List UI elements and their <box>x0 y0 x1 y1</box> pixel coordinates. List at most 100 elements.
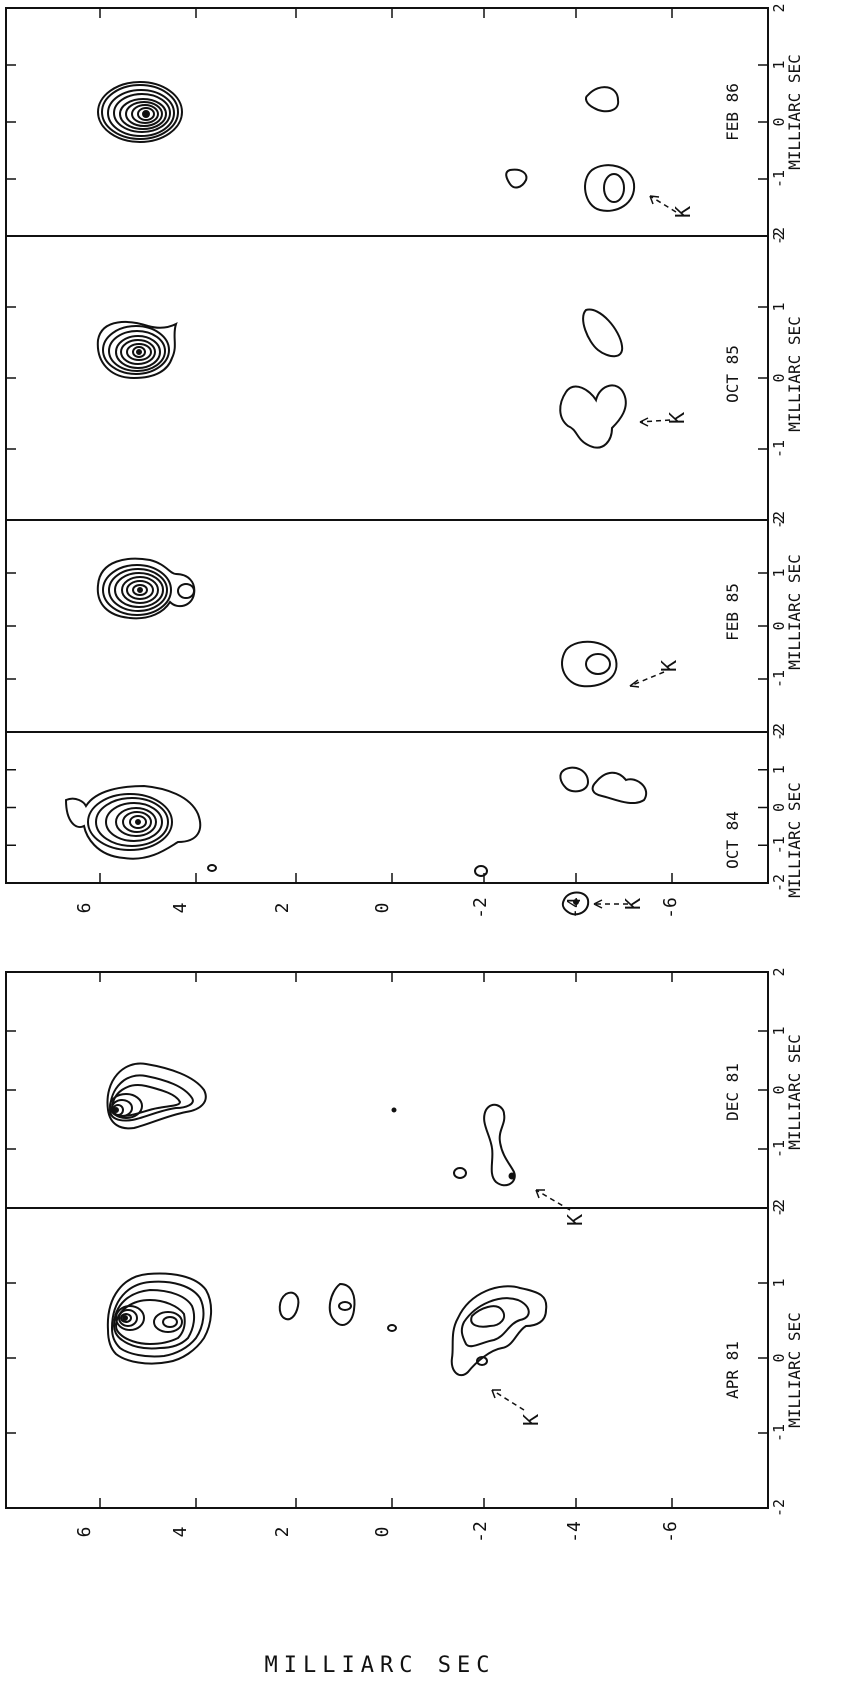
k-label-feb85: K <box>657 660 681 672</box>
x-tick-label: -2 <box>770 227 788 245</box>
x-axis-title-oct84: MILLIARC SEC <box>785 782 804 898</box>
contour-k-oct85 <box>559 384 627 449</box>
x-tick-label: 1 <box>770 1026 788 1035</box>
y-tick-0: 0 <box>372 1527 393 1538</box>
contour-k-apr81-mid <box>460 1297 530 1348</box>
epoch-label-feb85: FEB 85 <box>723 583 742 641</box>
k-label-apr81: K <box>519 1414 543 1426</box>
contour-k-dec81-dot <box>508 1172 516 1180</box>
k-label-oct84: K <box>621 898 645 910</box>
contour-maps <box>64 81 647 1377</box>
x-tick-label: -2 <box>770 1199 788 1217</box>
bottom-panel-group <box>5 971 769 1509</box>
contour-k-feb86-outer <box>584 164 636 212</box>
x-tick-label: 1 <box>770 568 788 577</box>
x-tick-label: 0 <box>770 1353 788 1362</box>
k-label-oct85: K <box>665 412 689 424</box>
epoch-label-feb86: FEB 86 <box>723 83 742 141</box>
x-tick-label: 1 <box>770 302 788 311</box>
x-axis-title-apr81: MILLIARC SEC <box>785 1312 804 1428</box>
x-tick-label: -1 <box>770 670 788 688</box>
contour-k-feb86-inner <box>603 173 625 203</box>
x-axis-title-oct85: MILLIARC SEC <box>785 316 804 432</box>
contour-core-feb86 <box>97 81 183 143</box>
x-tick-label: -1 <box>770 440 788 458</box>
contour-core-oct85 <box>96 321 178 380</box>
contour-dot-dec81-a <box>391 1107 397 1113</box>
contour-core-oct84 <box>64 784 202 860</box>
y-tick-m6: -6 <box>660 897 681 919</box>
x-axis-title-feb85: MILLIARC SEC <box>785 554 804 670</box>
epoch-label-apr81: APR 81 <box>723 1341 742 1399</box>
x-tick-label: 1 <box>770 60 788 69</box>
contour-blob-apr81-b-inner <box>338 1301 352 1311</box>
contour-blob-oct84-b <box>591 771 647 805</box>
contour-k-oct84-dot <box>573 899 579 905</box>
x-tick-label: -1 <box>770 1424 788 1442</box>
contour-k-feb85-outer <box>561 640 618 688</box>
y-tick-2: 2 <box>272 1527 293 1538</box>
x-tick-label: -1 <box>770 836 788 854</box>
y-tick-6: 6 <box>74 1527 95 1538</box>
component-k-labels <box>491 195 677 1411</box>
x-tick-label: 2 <box>770 1203 788 1212</box>
y-tick-labels-top: 6 4 2 0 -2 -4 -6 <box>74 897 681 919</box>
y-tick-0: 0 <box>372 903 393 914</box>
epoch-label-oct84: OCT 84 <box>723 811 742 869</box>
y-tick-m2: -2 <box>470 897 491 919</box>
x-tick-label: -2 <box>770 723 788 741</box>
x-tick-label: 0 <box>770 1085 788 1094</box>
contour-dot-apr81 <box>387 1324 397 1332</box>
x-tick-label: 0 <box>770 117 788 126</box>
x-tick-label: 2 <box>770 515 788 524</box>
contour-blob-feb86-a <box>585 86 620 113</box>
y-tick-4: 4 <box>170 903 191 914</box>
contour-core-apr81 <box>106 1272 212 1365</box>
contour-dot-oct84-a <box>207 864 217 872</box>
y-tick-6: 6 <box>74 903 95 914</box>
x-tick-label: -2 <box>770 511 788 529</box>
contour-dot-oct84-b <box>474 865 488 877</box>
contour-k-apr81-outer <box>450 1285 548 1377</box>
y-axis-title: MILLIARC SEC <box>265 1653 496 1678</box>
k-label-feb86: K <box>671 206 695 218</box>
top-panel-group <box>5 7 769 884</box>
contour-blob-oct84-a <box>559 766 590 793</box>
contour-core-dec81 <box>106 1062 207 1130</box>
contour-k-apr81-dot <box>476 1356 488 1366</box>
x-tick-label: 2 <box>770 727 788 736</box>
x-tick-label: -1 <box>770 1140 788 1158</box>
x-tick-label: -2 <box>770 1499 788 1517</box>
x-axis-title-dec81: MILLIARC SEC <box>785 1034 804 1150</box>
x-tick-label: 2 <box>770 231 788 240</box>
panel-labels: FEB 86 MILLIARC SEC OCT 85 MILLIARC SEC … <box>723 54 804 1428</box>
y-tick-4: 4 <box>170 1527 191 1538</box>
x-tick-label: 1 <box>770 765 788 774</box>
contour-k-apr81-inner <box>470 1305 506 1328</box>
x-tick-label: 0 <box>770 373 788 382</box>
y-tick-labels-bottom: 6 4 2 0 -2 -4 -6 <box>74 1521 681 1543</box>
contour-blob-oct85 <box>582 308 624 358</box>
y-tick-m6: -6 <box>660 1521 681 1543</box>
x-tick-label: 0 <box>770 621 788 630</box>
k-label-dec81: K <box>563 1214 587 1226</box>
component-k-text: K K K K K K <box>519 206 695 1426</box>
x-tick-label: -1 <box>770 170 788 188</box>
contour-blob-apr81-a <box>278 1291 300 1321</box>
epoch-label-oct85: OCT 85 <box>723 345 742 403</box>
contour-k-oct84 <box>561 891 590 916</box>
x-tick-label: 1 <box>770 1278 788 1287</box>
x-tick-label: 2 <box>770 967 788 976</box>
x-tick-label: 2 <box>770 3 788 12</box>
contour-blob-apr81-b <box>328 1282 356 1326</box>
x-tick-label: -2 <box>770 874 788 892</box>
x-tick-label: 0 <box>770 803 788 812</box>
epoch-label-dec81: DEC 81 <box>723 1063 742 1121</box>
contour-core-feb85 <box>96 557 196 620</box>
x-axis-title-feb86: MILLIARC SEC <box>785 54 804 170</box>
y-tick-m2: -2 <box>470 1521 491 1543</box>
contour-k-dec81 <box>483 1103 516 1187</box>
contour-dot-dec81-b <box>453 1167 467 1179</box>
y-tick-2: 2 <box>272 903 293 914</box>
